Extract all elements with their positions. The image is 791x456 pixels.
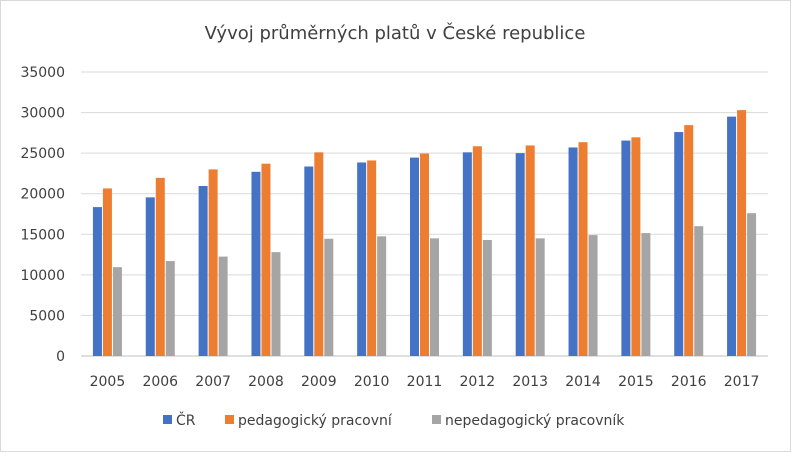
bar [155,177,165,356]
x-tick-label: 2015 [618,374,654,390]
y-axis-ticks: 0 5000 10000 15000 20000 25000 30000 35000 [20,65,65,365]
bar [737,110,747,356]
y-tick-label: 15000 [20,227,65,243]
y-tick-label: 0 [56,349,65,365]
x-tick-label: 2006 [142,374,178,390]
legend-label: ČR [176,411,196,429]
bar [102,188,112,356]
legend-swatch [163,415,172,424]
bar [482,239,492,356]
legend-swatch [432,415,441,424]
bar [694,226,704,356]
bar [727,116,737,356]
x-tick-label: 2013 [512,374,548,390]
bar [304,166,314,356]
bar [515,153,525,356]
bar [641,233,651,356]
bar [535,238,545,356]
x-tick-label: 2005 [90,374,126,390]
x-tick-label: 2007 [195,374,231,390]
y-tick-label: 20000 [20,187,65,203]
bar [324,238,334,356]
bar [525,145,535,356]
x-axis-ticks: 2005 2006 2007 2008 2009 2010 2011 2012 2013 2014… [90,374,760,390]
bar [578,142,588,356]
bar [314,152,324,356]
bar [621,140,631,356]
legend-label: nepedagogický pracovník [445,413,625,429]
bar [747,213,757,356]
bar [674,132,684,356]
chart-title: Vývoj průměrných platů v České republice [205,22,586,44]
y-tick-label: 25000 [20,146,65,162]
x-tick-label: 2017 [724,374,760,390]
bar [684,125,694,356]
x-tick-label: 2009 [301,374,337,390]
bar [165,261,175,356]
bar [92,207,102,356]
x-tick-label: 2010 [354,374,390,390]
bar [208,169,218,356]
legend: ČR pedagogický pracovní nepedagogický prac… [163,411,625,429]
bar [631,137,641,356]
y-tick-label: 30000 [20,106,65,122]
bar [271,252,281,356]
legend-swatch [225,415,234,424]
y-tick-label: 5000 [29,308,65,324]
bars [92,110,757,356]
bar [218,256,228,356]
bar [430,238,439,356]
bar [410,157,419,356]
y-tick-label: 10000 [20,268,65,284]
legend-label: pedagogický pracovní [238,413,393,429]
bar [568,147,578,356]
y-tick-label: 35000 [20,65,65,81]
bar [377,236,387,356]
bar [145,197,155,356]
x-tick-label: 2014 [565,374,601,390]
bar [420,153,429,356]
bar [251,171,261,356]
bar [198,186,208,356]
bar [261,163,271,356]
x-tick-label: 2008 [248,374,284,390]
bar [462,152,472,356]
bar [357,162,367,356]
bar [472,146,482,356]
bar [588,235,598,356]
x-tick-label: 2012 [460,374,496,390]
x-tick-label: 2011 [407,374,443,390]
bar [367,160,377,356]
x-tick-label: 2016 [671,374,707,390]
bar [112,267,122,356]
